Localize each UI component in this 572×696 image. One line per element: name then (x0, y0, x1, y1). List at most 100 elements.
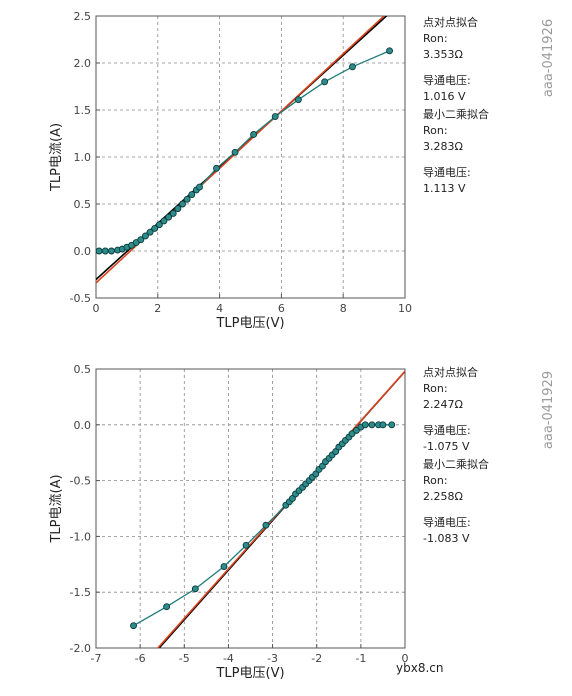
fit-annotation: 最小二乘拟合 (423, 107, 489, 121)
x-tick-label: -5 (179, 652, 190, 665)
data-point (146, 228, 154, 236)
fit-line-point-to-point (158, 370, 405, 648)
fit-annotation: 最小二乘拟合 (423, 457, 489, 471)
data-point (107, 247, 115, 255)
fit-annotation: Ron: (423, 382, 448, 395)
data-point (188, 191, 196, 199)
data-point (191, 585, 199, 593)
y-tick-label: 0.0 (74, 419, 92, 432)
data-point (368, 421, 376, 429)
data-point (352, 426, 360, 434)
data-point (213, 164, 220, 172)
data-point (183, 195, 191, 203)
plot-frame (95, 368, 406, 649)
x-tick-label: -2 (311, 652, 322, 665)
x-tick-label: 4 (216, 302, 223, 315)
image-id-label: aaa-041929 (541, 371, 556, 449)
data-point (271, 113, 279, 121)
y-tick-label: -1.5 (70, 586, 91, 599)
data-point (220, 563, 228, 570)
data-point (96, 247, 103, 255)
data-point (151, 224, 159, 232)
x-tick-label: -4 (223, 652, 234, 665)
image-id-label: aaa-041926 (541, 19, 556, 97)
x-tick-label: -1 (355, 652, 366, 665)
fit-annotation: 导通电压: (423, 74, 471, 87)
y-tick-label: -2.0 (70, 642, 91, 655)
fit-annotation: 1.113 V (423, 182, 466, 195)
plot-area (130, 370, 405, 648)
y-tick-label: -0.5 (70, 475, 91, 488)
y-tick-label: 2.0 (74, 57, 92, 70)
fit-annotation: 3.283Ω (423, 140, 463, 153)
y-tick-label: -1.0 (70, 530, 91, 543)
data-point (155, 221, 163, 229)
fit-annotation: 1.016 V (423, 90, 466, 103)
data-point (196, 183, 203, 191)
x-tick-label: 0 (402, 652, 409, 665)
y-tick-label: 0.5 (74, 198, 92, 211)
fit-annotation: Ron: (423, 474, 448, 487)
plot-area (96, 16, 393, 284)
y-tick-label: -0.5 (70, 292, 91, 305)
data-point (231, 148, 239, 156)
y-tick-label: 0.0 (74, 245, 92, 258)
x-tick-label: 8 (340, 302, 347, 315)
data-point (361, 421, 369, 429)
data-point (294, 96, 302, 104)
data-point (321, 78, 329, 86)
plot-frame (95, 15, 406, 299)
fit-line-least-squares (156, 370, 405, 648)
y-tick-label: 1.0 (74, 151, 92, 164)
fit-annotation: 3.353Ω (423, 48, 463, 61)
data-point (388, 421, 396, 429)
data-point (174, 205, 182, 213)
data-point (242, 541, 250, 549)
y-axis-label: TLP电流(A) (49, 474, 64, 543)
data-point (179, 200, 186, 208)
fit-annotation: -1.083 V (423, 532, 470, 545)
fit-annotation: 点对点拟合 (423, 15, 478, 29)
y-tick-label: 1.5 (74, 104, 92, 117)
x-axis-label: TLP电压(V) (215, 666, 284, 681)
data-point (379, 421, 387, 429)
chart-top: 0 2 4 6 8 10 -0.5 0.0 0.5 1.0 1.5 2.0 2.5 TLP电压(V) TLP… (49, 10, 556, 331)
x-tick-label: 2 (154, 302, 161, 315)
data-point (130, 622, 137, 630)
fit-annotation: 2.258Ω (423, 490, 463, 503)
data-point (165, 213, 173, 221)
fit-annotation: 导通电压: (423, 516, 471, 529)
fit-annotation: 导通电压: (423, 166, 471, 179)
fit-annotation: Ron: (423, 32, 448, 45)
data-point (160, 217, 168, 225)
x-tick-label: 10 (398, 302, 412, 315)
data-point (250, 130, 258, 138)
y-axis-label: TLP电流(A) (49, 123, 64, 192)
data-point (137, 236, 145, 244)
fit-annotation: 点对点拟合 (423, 365, 478, 379)
data-point (163, 603, 171, 611)
x-tick-label: 6 (278, 302, 285, 315)
x-axis-label: TLP电压(V) (215, 316, 284, 331)
data-point (262, 521, 270, 529)
data-point (101, 247, 109, 255)
x-tick-label: -3 (267, 652, 278, 665)
data-point (386, 47, 393, 55)
watermark: ybx8.cn (396, 661, 443, 675)
data-point (169, 209, 177, 217)
data-point (348, 430, 356, 438)
chart-bottom: -7 -6 -5 -4 -3 -2 -1 0 -2.0 -1.5 -1.0 -0.5 0.0 0.5 TLP… (49, 363, 556, 681)
x-tick-label: -6 (135, 652, 146, 665)
x-tick-label: -7 (91, 652, 102, 665)
y-tick-label: 0.5 (74, 363, 92, 376)
data-point (349, 63, 356, 71)
x-tick-label: 0 (93, 302, 100, 315)
fit-annotation: Ron: (423, 124, 448, 137)
fit-annotation: 2.247Ω (423, 398, 463, 411)
fit-annotation: -1.075 V (423, 440, 470, 453)
y-tick-label: 2.5 (74, 10, 92, 23)
fit-annotation: 导通电压: (423, 424, 471, 437)
data-point (141, 232, 149, 240)
series-line (99, 50, 390, 252)
